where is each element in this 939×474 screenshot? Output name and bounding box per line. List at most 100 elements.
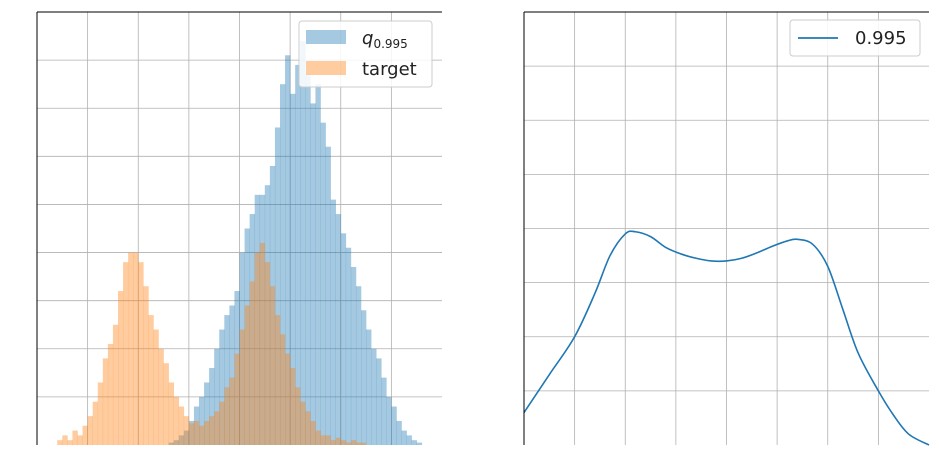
histogram-bar-q [401, 430, 407, 445]
histogram-bar-q [259, 194, 266, 445]
legend-label-q-base: q [362, 28, 373, 49]
histogram-bar-q [315, 84, 321, 446]
histogram-bar-q [168, 442, 174, 445]
histogram-bar-target [355, 442, 362, 445]
histogram-bar-q [254, 194, 261, 445]
legend-frame [789, 19, 921, 57]
histogram-axes [36, 11, 442, 445]
histogram-bar-q [371, 348, 377, 445]
histogram-bar-target [123, 262, 129, 445]
histogram-bar-target [361, 442, 367, 445]
histogram-bar-q [244, 228, 250, 445]
histogram-bar-q [219, 329, 225, 445]
histogram-bar-q [320, 122, 326, 446]
histogram-bar-q [264, 185, 271, 445]
histogram-bar-target [249, 281, 255, 445]
histogram-bar-target [138, 262, 144, 445]
histogram-bar-q [214, 348, 220, 445]
histogram-bar-q [391, 406, 397, 445]
histogram-bar-q [280, 84, 286, 446]
histogram-bar-q [355, 286, 362, 445]
histogram-bar-target [295, 387, 301, 445]
histogram-bar-target [178, 406, 185, 445]
histogram-bar-q [406, 435, 412, 445]
histogram-bar-target [107, 343, 114, 445]
histogram-bar-q [340, 233, 347, 445]
histogram-bar-q [305, 74, 311, 446]
histogram-bar-q [199, 396, 205, 445]
histogram-bar-target [340, 440, 347, 445]
histogram-bar-target [264, 262, 271, 445]
legend-frame [298, 20, 433, 88]
histogram-bar-q [229, 305, 235, 445]
histogram-bar-q [386, 396, 392, 445]
histogram-bar-q [178, 435, 185, 445]
histogram-bar-target [118, 291, 124, 445]
histogram-bar-q [361, 310, 367, 445]
histogram-bar-target [315, 430, 321, 445]
density-panel: 0.995 [523, 11, 930, 446]
histogram-bar-target [350, 440, 357, 445]
histogram-bar-q [204, 382, 210, 445]
histogram-panel: q0.995 target [36, 11, 442, 446]
density-axes [523, 11, 929, 445]
histogram-bar-target [87, 416, 93, 445]
histogram-bar-target [133, 252, 139, 445]
histogram-bar-target [219, 401, 225, 445]
histogram-bar-target [62, 435, 68, 445]
histogram-bar-target [158, 348, 164, 445]
histogram-bar-target [234, 353, 240, 445]
histogram-bar-target [168, 382, 174, 445]
histogram-legend: q0.995 target [298, 20, 433, 88]
histogram-bar-q [335, 214, 342, 445]
histogram-bar-target [274, 315, 281, 445]
histogram-bar-q [376, 358, 382, 445]
histogram-bar-q [345, 247, 352, 445]
density-legend: 0.995 [789, 19, 921, 57]
histogram-bar-target [335, 437, 342, 445]
histogram-bar-target [97, 382, 104, 445]
histogram-bar-q [239, 252, 245, 445]
histogram-series-target [57, 242, 367, 445]
histogram-bar-target [229, 377, 235, 445]
histogram-bar-target [300, 401, 306, 445]
histogram-bar-target [285, 353, 291, 445]
histogram-bar-target [102, 358, 109, 445]
histogram-bar-target [305, 411, 311, 445]
histogram-bar-q [183, 430, 190, 445]
histogram-bar-target [57, 440, 63, 445]
histogram-bar-q [350, 266, 357, 445]
histogram-bar-target [193, 420, 200, 445]
histogram-bar-target [163, 363, 169, 445]
histogram-bar-target [269, 286, 276, 445]
histogram-bar-q [300, 40, 306, 445]
histogram-bar-target [330, 440, 336, 445]
histogram-bar-target [224, 387, 230, 445]
histogram-bar-q [285, 55, 291, 446]
histogram-bar-q [249, 214, 255, 445]
histogram-bar-target [183, 416, 190, 445]
histogram-bar-target [148, 315, 154, 445]
histogram-bar-q [193, 406, 200, 445]
histogram-bar-target [214, 411, 220, 445]
histogram-bar-target [77, 435, 83, 445]
legend-label-q: q0.995 [362, 28, 408, 51]
histogram-bar-target [209, 416, 215, 445]
histogram-bar-target [310, 420, 316, 445]
histogram-bar-target [325, 435, 331, 445]
histogram-bar-target [128, 252, 134, 445]
histogram-bar-q [224, 315, 230, 445]
histogram-bar-q [234, 291, 240, 445]
histogram-bar-target [153, 329, 159, 445]
density-line [523, 230, 930, 446]
histogram-bar-target [244, 305, 250, 445]
histogram-bar-target [204, 420, 210, 445]
histogram-bar-q [290, 93, 296, 446]
histogram-bar-target [82, 425, 88, 445]
legend-label-target: target [362, 59, 417, 80]
histogram-bar-q [295, 64, 301, 445]
histogram-bar-q [188, 420, 195, 445]
histogram-bar-target [280, 334, 286, 445]
